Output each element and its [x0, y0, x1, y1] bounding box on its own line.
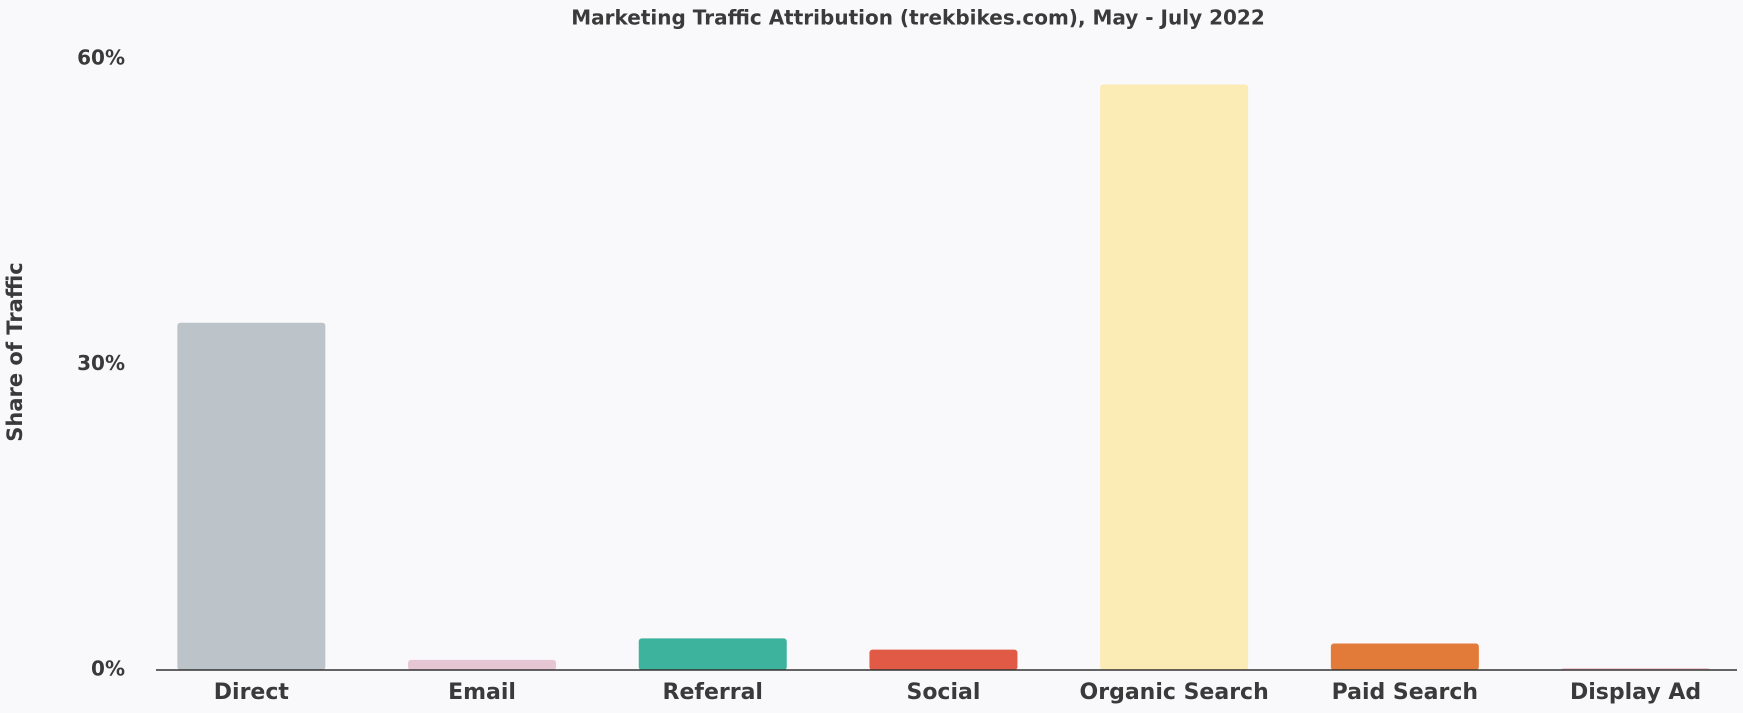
bar [177, 322, 326, 670]
y-tick-label: 0% [91, 657, 125, 681]
bar [869, 649, 1018, 670]
y-axis-label: Share of Traffic [3, 262, 27, 441]
y-tick-label: 60% [77, 46, 125, 70]
x-tick-label: Paid Search [1332, 680, 1479, 705]
bar [1100, 84, 1249, 671]
x-tick-label: Direct [214, 680, 290, 705]
x-tick-label: Social [906, 680, 980, 705]
chart-title: Marketing Traffic Attribution (trekbikes… [571, 6, 1265, 30]
x-tick-label: Referral [663, 680, 763, 705]
x-tick-label: Email [448, 680, 516, 705]
x-tick-label: Organic Search [1080, 680, 1269, 705]
bar [408, 659, 557, 670]
x-tick-label: Display Ad [1570, 680, 1701, 705]
y-tick-label: 30% [77, 351, 125, 375]
bar [638, 638, 787, 670]
bar [1330, 643, 1479, 670]
